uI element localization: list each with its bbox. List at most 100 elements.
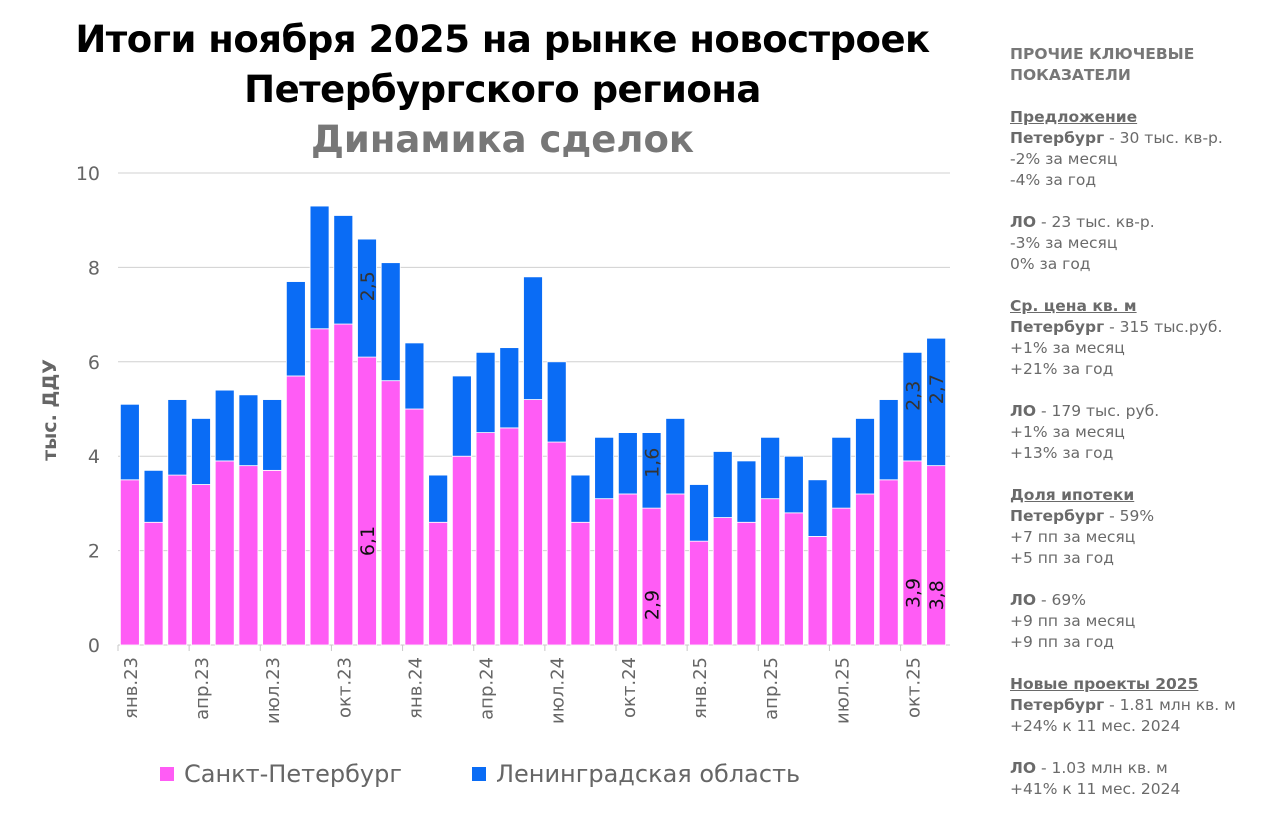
bar-spb — [143, 521, 164, 646]
title-line-2: Петербургского региона — [244, 68, 761, 111]
indicator-value: - 30 тыс. кв-р. — [1104, 129, 1223, 147]
bar-spb — [380, 380, 401, 646]
legend-swatch-spb — [160, 767, 174, 781]
bar-spb — [926, 465, 947, 646]
indicator-change: +9 пп за год — [1010, 633, 1114, 651]
bar-lo — [902, 351, 923, 462]
section-title: Новые проекты 2025 — [1010, 675, 1199, 693]
x-tick-label: окт.23 — [334, 657, 355, 718]
bar-spb — [262, 469, 283, 646]
bar-lo — [831, 436, 852, 509]
bar-lo — [689, 484, 709, 542]
bar-lo — [523, 276, 543, 400]
data-label: 6,1 — [357, 526, 379, 556]
bar-spb — [736, 521, 757, 646]
indicator-change: +13% за год — [1010, 444, 1114, 462]
x-tick-label: янв.24 — [405, 657, 426, 719]
region-name: Петербург — [1010, 318, 1105, 336]
legend: Санкт-Петербург Ленинградская область — [160, 760, 800, 788]
x-tick-label: окт.25 — [903, 657, 924, 718]
bar-spb — [712, 517, 733, 646]
bar-lo — [855, 418, 875, 495]
bar-lo — [143, 469, 164, 523]
x-tick-label: июл.23 — [263, 657, 284, 724]
bar-spb — [689, 540, 709, 646]
indicator-block: ЛО - 23 тыс. кв-р. -3% за месяц 0% за год — [1010, 212, 1275, 275]
bar-lo — [428, 474, 449, 523]
indicator-change: 0% за год — [1010, 255, 1091, 273]
bar-spb — [523, 399, 543, 646]
bar-spb — [499, 427, 520, 646]
x-tick-label: янв.25 — [690, 657, 711, 719]
y-axis-label: тыс. ДДУ — [39, 359, 61, 461]
indicator-block: ЛО - 179 тыс. руб. +1% за месяц +13% за го… — [1010, 401, 1275, 464]
bar-lo — [617, 432, 638, 495]
data-label: 2,3 — [902, 381, 924, 411]
bar-lo — [546, 361, 567, 443]
bar-lo — [475, 351, 496, 433]
bar-spb — [594, 498, 615, 646]
region-name: Петербург — [1010, 129, 1105, 147]
chart-subtitle: Динамика сделок — [310, 118, 695, 161]
bar-spb — [878, 479, 899, 646]
bar-spb — [214, 460, 235, 646]
indicator-headline: Петербург - 30 тыс. кв-р. — [1010, 128, 1275, 149]
panel-heading-line: ПОКАЗАТЕЛИ — [1010, 66, 1131, 84]
bar-lo — [238, 394, 259, 467]
indicator-value: - 69% — [1036, 591, 1086, 609]
bar-lo — [309, 205, 330, 330]
indicator-headline: ЛО - 179 тыс. руб. — [1010, 401, 1275, 422]
indicator-value: - 1.03 млн кв. м — [1036, 759, 1168, 777]
legend-item-spb: Санкт-Петербург — [160, 760, 402, 788]
panel-section: Новые проекты 2025 Петербург - 1.81 млн к… — [1010, 674, 1275, 800]
bar-spb — [309, 328, 330, 646]
bar-spb — [665, 493, 686, 646]
bar-lo — [926, 337, 947, 467]
bar-lo — [119, 403, 140, 481]
x-tick-label: апр.23 — [192, 657, 213, 720]
y-tick-label: 2 — [88, 541, 100, 563]
y-tick-label: 6 — [88, 352, 100, 374]
panel-heading: ПРОЧИЕ КЛЮЧЕВЫЕ ПОКАЗАТЕЛИ — [1010, 44, 1275, 86]
indicator-block: ЛО - 1.03 млн кв. м +41% к 11 мес. 2024 — [1010, 758, 1275, 800]
bar-spb — [119, 479, 140, 646]
bar-spb — [167, 474, 188, 646]
indicator-block: Петербург - 315 тыс.руб. +1% за месяц +21%… — [1010, 317, 1275, 380]
indicator-change: +24% к 11 мес. 2024 — [1010, 717, 1181, 735]
section-title: Ср. цена кв. м — [1010, 297, 1137, 315]
bar-lo — [594, 436, 615, 500]
indicator-block: Петербург - 59% +7 пп за месяц +5 пп за го… — [1010, 506, 1275, 569]
data-label: 3,8 — [926, 580, 948, 610]
bar-spb — [617, 493, 638, 646]
bar-lo — [191, 418, 211, 485]
bar-lo — [760, 436, 781, 500]
bar-lo — [878, 399, 899, 481]
legend-label-spb: Санкт-Петербург — [184, 760, 402, 788]
panel-section: Ср. цена кв. м Петербург - 315 тыс.руб. +1… — [1010, 296, 1275, 464]
region-name: ЛО — [1010, 213, 1037, 231]
bar-spb — [783, 512, 804, 646]
stacked-bar-chart: 0 2 4 6 8 10 тыс. ДДУ 6,1 2,5 2,9 1,6 3,9 2,3 3,8 2,7 я… — [39, 163, 950, 724]
bar-lo — [665, 418, 686, 495]
indicator-headline: Петербург - 1.81 млн кв. м — [1010, 695, 1275, 716]
region-name: ЛО — [1010, 402, 1037, 420]
bar-spb — [404, 408, 425, 646]
bar-spb — [546, 441, 567, 646]
bar-spb — [570, 521, 591, 646]
data-label: 2,7 — [926, 374, 948, 404]
bar-lo — [404, 342, 425, 410]
data-label: 2,9 — [642, 590, 664, 620]
indicator-headline: Петербург - 315 тыс.руб. — [1010, 317, 1275, 338]
bar-spb — [760, 498, 781, 646]
bar-lo — [262, 399, 283, 471]
bar-lo — [214, 389, 235, 462]
indicator-change: -4% за год — [1010, 171, 1097, 189]
y-tick-label: 8 — [88, 257, 100, 279]
bar-lo — [736, 460, 757, 523]
indicator-block: ЛО - 69% +9 пп за месяц +9 пп за год — [1010, 590, 1275, 653]
bar-lo — [451, 375, 472, 457]
bar-lo — [807, 479, 828, 537]
indicator-headline: ЛО - 69% — [1010, 590, 1275, 611]
bar-lo — [285, 281, 306, 377]
legend-swatch-lo — [471, 767, 486, 781]
